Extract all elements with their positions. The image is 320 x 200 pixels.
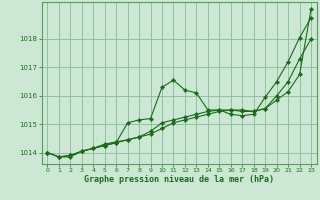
X-axis label: Graphe pression niveau de la mer (hPa): Graphe pression niveau de la mer (hPa) — [84, 175, 274, 184]
